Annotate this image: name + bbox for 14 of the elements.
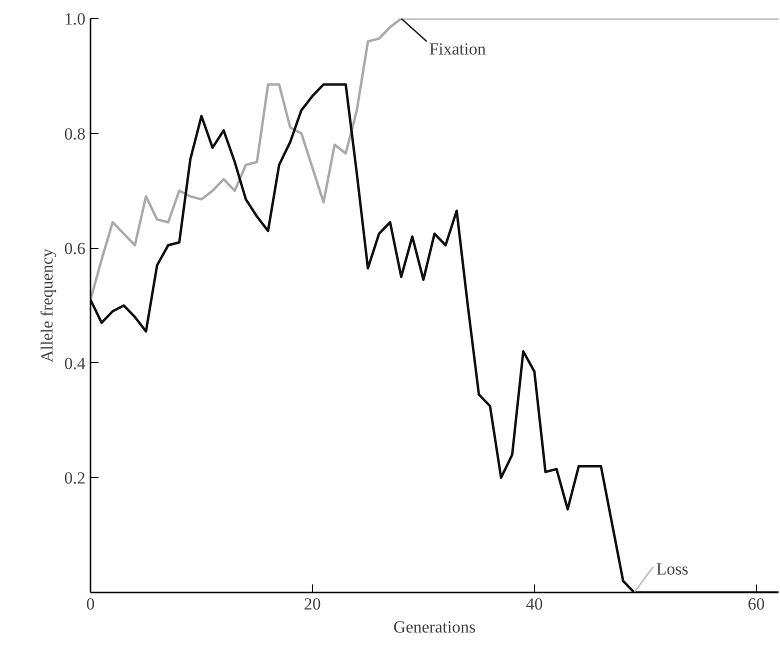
x-tick-label: 60 (748, 594, 765, 614)
x-axis-title: Generations (393, 618, 476, 636)
y-tick-label: 0.6 (64, 239, 86, 258)
y-tick-label: 0.4 (64, 354, 86, 373)
x-tick-label: 0 (86, 594, 95, 614)
line-series (90, 18, 778, 302)
y-tick-label: 0.2 (64, 468, 86, 488)
x-tick-label: 20 (304, 594, 321, 614)
y-tick-label: 1.0 (64, 10, 86, 28)
annotation: Fixation (429, 40, 486, 58)
y-tick-label: 0.8 (64, 124, 86, 144)
x-tick-label: 40 (526, 594, 543, 614)
annotation: Loss (656, 560, 688, 578)
y-axis-title: Allele frequency (37, 248, 56, 362)
